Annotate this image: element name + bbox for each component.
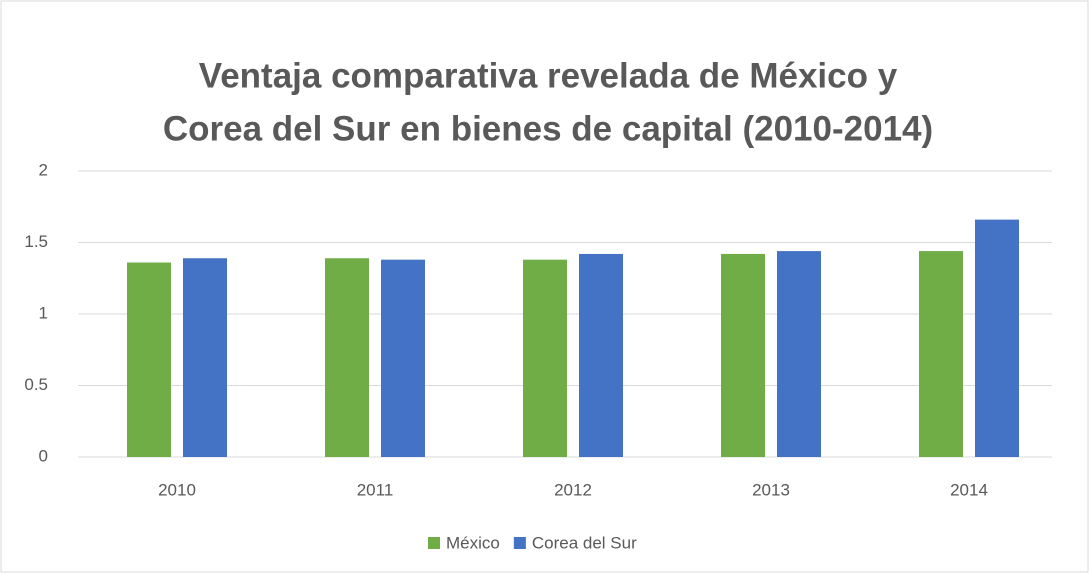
bar: [579, 253, 623, 457]
y-tick-label: 0.5: [24, 375, 48, 394]
legend-swatch: [513, 537, 526, 549]
y-tick-label: 2: [39, 160, 48, 179]
x-tick-label: 2010: [158, 480, 196, 499]
x-tick-label: 2013: [752, 480, 790, 499]
bar: [183, 258, 227, 457]
x-tick-label: 2014: [950, 480, 988, 499]
y-tick-label: 1: [39, 303, 48, 322]
chart-title: Ventaja comparativa revelada de México y: [199, 56, 898, 95]
x-tick-label: 2011: [357, 480, 394, 499]
legend-swatch: [428, 537, 440, 549]
legend-label: México: [446, 533, 500, 552]
x-tick-label: 2012: [554, 480, 592, 499]
bar: [975, 219, 1019, 457]
bar: [127, 262, 171, 457]
y-tick-label: 0: [39, 446, 48, 465]
y-tick-label: 1.5: [24, 232, 48, 251]
bar: [721, 253, 765, 457]
bar: [325, 258, 369, 457]
bar: [523, 259, 567, 457]
bar: [919, 251, 963, 457]
legend-label: Corea del Sur: [532, 533, 637, 552]
bar: [777, 251, 821, 457]
chart-title: Corea del Sur en bienes de capital (2010…: [163, 109, 933, 148]
bar: [381, 259, 425, 457]
